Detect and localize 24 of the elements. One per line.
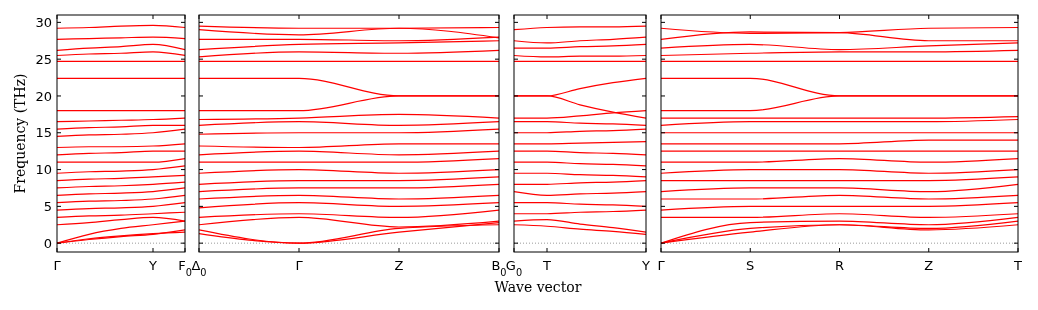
x-tick-label: T [1013, 258, 1023, 273]
y-axis-title: Frequency (THz) [12, 73, 28, 194]
y-tick-label: 10 [35, 162, 52, 178]
x-tick-label: Z [924, 258, 934, 273]
x-tick-label: Y [641, 258, 651, 273]
x-tick-label: R [834, 258, 845, 273]
x-tick-label: Γ [295, 258, 304, 273]
y-tick-label: 25 [35, 51, 52, 67]
x-axis-title: Wave vector [494, 279, 582, 295]
y-tick-label: 30 [35, 14, 52, 30]
x-tick-label: Y [148, 258, 158, 273]
y-tick-label: 20 [35, 88, 52, 104]
y-tick-label: 15 [35, 125, 52, 141]
x-tick-label: F$_{0}$ [178, 258, 192, 278]
x-tick-label: Γ [53, 258, 62, 273]
y-tick-label: 0 [43, 235, 52, 251]
x-tick-label: B$_{0}$ [491, 258, 507, 278]
x-tick-label: Z [394, 258, 404, 273]
y-tick-label: 5 [43, 198, 52, 214]
x-tick-label: S [746, 258, 755, 273]
x-tick-label: G$_{0}$ [505, 258, 523, 278]
x-tick-label: T [542, 258, 552, 273]
x-tick-label: Γ [657, 258, 666, 273]
x-tick-label: Δ$_{0}$ [191, 258, 207, 278]
